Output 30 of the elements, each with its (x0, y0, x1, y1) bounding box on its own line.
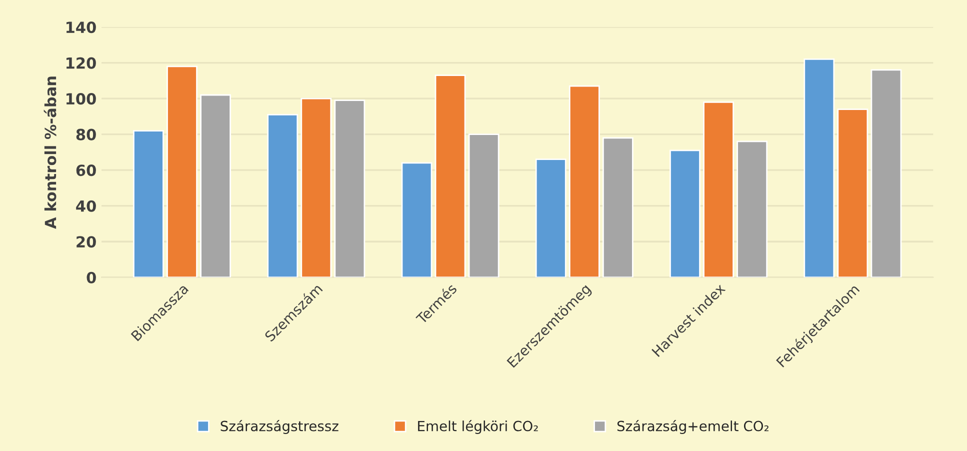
bar (133, 130, 164, 278)
y-tick-label: 140 (66, 22, 96, 34)
y-tick-label: 40 (76, 200, 96, 212)
bar (703, 101, 734, 278)
y-tick-label: 20 (76, 236, 96, 248)
y-tick-label: 80 (76, 128, 96, 140)
legend-label: Szárazságstressz (220, 420, 338, 434)
bar (535, 158, 566, 278)
bar (300, 98, 332, 278)
bar (267, 114, 298, 278)
bar (870, 69, 902, 278)
bar (334, 100, 366, 278)
bar (434, 74, 466, 278)
y-tick-label: 100 (66, 93, 96, 105)
bar (602, 137, 634, 278)
y-tick-label: 0 (86, 272, 96, 284)
legend-label: Szárazság+emelt CO₂ (617, 420, 768, 434)
y-tick-label: 60 (76, 164, 96, 176)
bar (166, 66, 198, 278)
bar (736, 140, 768, 278)
bar (837, 108, 868, 278)
bar (200, 94, 231, 278)
bar (804, 58, 835, 278)
bar (468, 134, 500, 278)
bar (401, 162, 432, 278)
legend-label: Emelt légköri CO₂ (418, 420, 538, 434)
bar (670, 150, 700, 278)
bar (568, 85, 600, 278)
y-axis-title: A kontroll %-ában (44, 76, 56, 229)
y-tick-label: 120 (66, 57, 96, 69)
